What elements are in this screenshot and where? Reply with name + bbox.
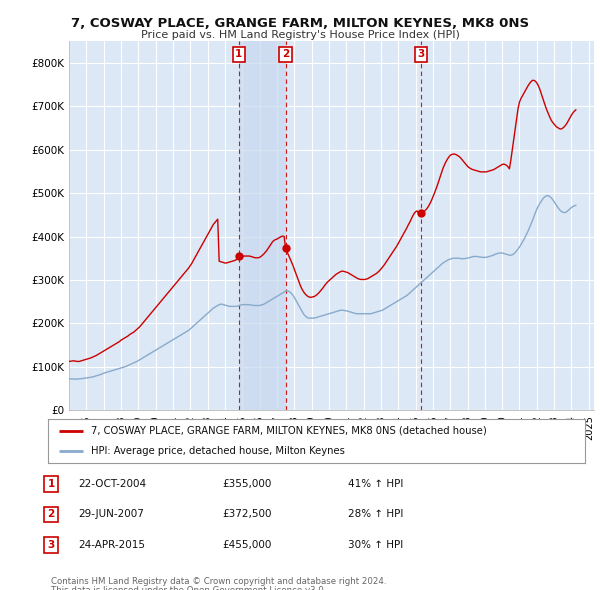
Text: £372,500: £372,500	[222, 510, 271, 519]
Text: £455,000: £455,000	[222, 540, 271, 550]
Text: 2: 2	[282, 50, 289, 60]
Text: 2: 2	[47, 510, 55, 519]
Text: Contains HM Land Registry data © Crown copyright and database right 2024.: Contains HM Land Registry data © Crown c…	[51, 577, 386, 586]
Text: 3: 3	[417, 50, 424, 60]
Text: 24-APR-2015: 24-APR-2015	[78, 540, 145, 550]
Text: 7, COSWAY PLACE, GRANGE FARM, MILTON KEYNES, MK8 0NS: 7, COSWAY PLACE, GRANGE FARM, MILTON KEY…	[71, 17, 529, 30]
Text: 41% ↑ HPI: 41% ↑ HPI	[348, 479, 403, 489]
Text: This data is licensed under the Open Government Licence v3.0.: This data is licensed under the Open Gov…	[51, 586, 326, 590]
Text: 29-JUN-2007: 29-JUN-2007	[78, 510, 144, 519]
Text: 30% ↑ HPI: 30% ↑ HPI	[348, 540, 403, 550]
Text: 7, COSWAY PLACE, GRANGE FARM, MILTON KEYNES, MK8 0NS (detached house): 7, COSWAY PLACE, GRANGE FARM, MILTON KEY…	[91, 426, 487, 436]
Text: 28% ↑ HPI: 28% ↑ HPI	[348, 510, 403, 519]
Text: 3: 3	[47, 540, 55, 550]
Text: 22-OCT-2004: 22-OCT-2004	[78, 479, 146, 489]
Bar	[239, 41, 286, 410]
Text: £355,000: £355,000	[222, 479, 271, 489]
Text: Price paid vs. HM Land Registry's House Price Index (HPI): Price paid vs. HM Land Registry's House …	[140, 30, 460, 40]
Text: 1: 1	[235, 50, 242, 60]
Text: HPI: Average price, detached house, Milton Keynes: HPI: Average price, detached house, Milt…	[91, 446, 345, 456]
Text: 1: 1	[47, 479, 55, 489]
